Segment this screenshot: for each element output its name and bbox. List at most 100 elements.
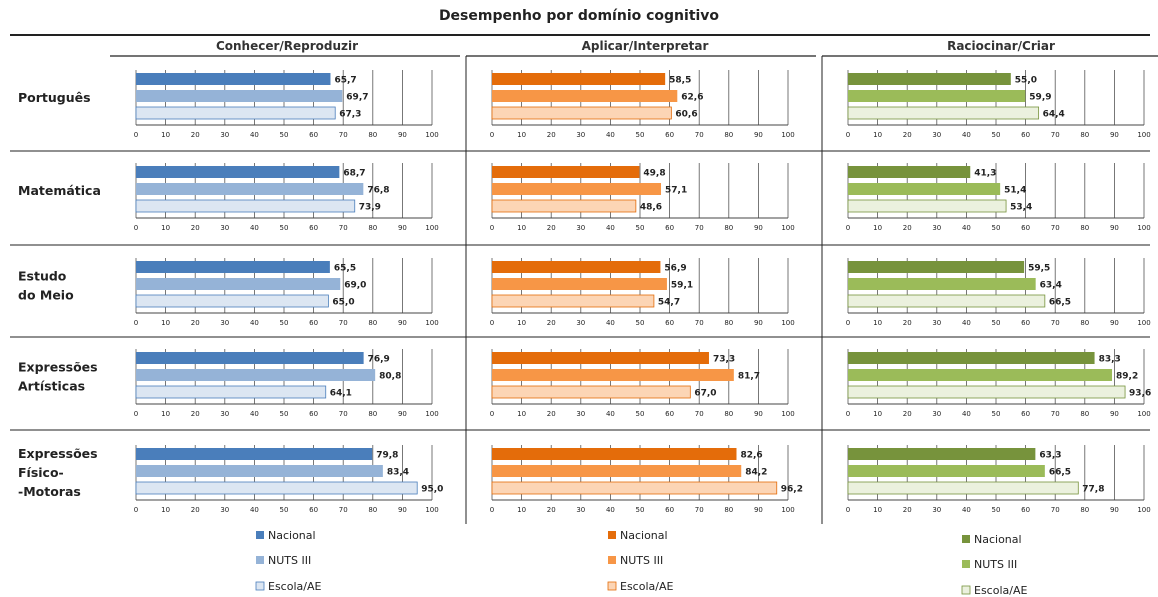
x-tick-label: 60 (309, 224, 318, 232)
x-tick-label: 90 (398, 224, 407, 232)
x-tick-label: 80 (368, 131, 377, 139)
legend-label: NUTS III (268, 554, 311, 567)
data-label: 63,3 (1039, 451, 1061, 461)
row-label: Artísticas (18, 379, 85, 394)
x-tick-label: 0 (134, 506, 138, 514)
x-tick-label: 50 (992, 506, 1001, 514)
bar (136, 465, 383, 477)
x-tick-label: 100 (425, 131, 438, 139)
x-tick-label: 50 (992, 410, 1001, 418)
row-label: Físico- (18, 465, 64, 480)
legend-label: Escola/AE (620, 580, 673, 593)
data-label: 73,3 (713, 355, 735, 365)
data-label: 51,4 (1004, 186, 1026, 196)
x-tick-label: 10 (873, 410, 882, 418)
x-tick-label: 90 (754, 506, 763, 514)
x-tick-label: 60 (309, 506, 318, 514)
x-tick-label: 40 (606, 506, 615, 514)
legend-label: Escola/AE (974, 584, 1027, 597)
x-tick-label: 80 (724, 319, 733, 327)
data-label: 76,8 (367, 186, 389, 196)
column-header: Raciocinar/Criar (947, 39, 1055, 53)
x-tick-label: 60 (665, 506, 674, 514)
legend-swatch (256, 531, 264, 539)
x-tick-label: 70 (1051, 506, 1060, 514)
x-tick-label: 0 (490, 131, 494, 139)
x-tick-label: 40 (962, 506, 971, 514)
legend-swatch (608, 531, 616, 539)
x-tick-label: 30 (220, 506, 229, 514)
x-tick-label: 90 (398, 131, 407, 139)
x-tick-label: 50 (280, 319, 289, 327)
bar (492, 448, 737, 460)
x-tick-label: 60 (309, 410, 318, 418)
bar (848, 166, 971, 178)
x-tick-label: 80 (1080, 131, 1089, 139)
x-tick-label: 40 (962, 319, 971, 327)
data-label: 57,1 (665, 186, 687, 196)
x-tick-label: 90 (754, 319, 763, 327)
x-tick-label: 30 (220, 410, 229, 418)
bar (492, 73, 666, 85)
data-label: 65,7 (334, 76, 356, 86)
data-label: 62,6 (681, 93, 703, 103)
bar (492, 278, 667, 290)
x-tick-label: 20 (191, 506, 200, 514)
legend-label: NUTS III (620, 554, 663, 567)
x-tick-label: 70 (695, 224, 704, 232)
legend-swatch (962, 535, 970, 543)
legend-swatch (256, 556, 264, 564)
legend-swatch (607, 581, 617, 591)
x-tick-label: 10 (517, 224, 526, 232)
x-tick-label: 70 (1051, 131, 1060, 139)
x-tick-label: 0 (490, 224, 494, 232)
x-tick-label: 0 (846, 224, 850, 232)
bar (848, 183, 1001, 195)
bar (136, 261, 330, 273)
data-label: 81,7 (738, 372, 760, 382)
bar (491, 106, 672, 120)
x-tick-label: 30 (576, 319, 585, 327)
x-tick-label: 50 (992, 131, 1001, 139)
x-tick-label: 100 (425, 319, 438, 327)
x-tick-label: 40 (250, 224, 259, 232)
data-label: 41,3 (974, 169, 996, 179)
x-tick-label: 50 (992, 224, 1001, 232)
x-tick-label: 60 (665, 131, 674, 139)
x-tick-label: 50 (280, 131, 289, 139)
x-tick-label: 80 (724, 410, 733, 418)
x-tick-label: 60 (309, 319, 318, 327)
data-label: 67,0 (694, 389, 716, 399)
column-header: Conhecer/Reproduzir (216, 39, 358, 53)
x-tick-label: 20 (191, 131, 200, 139)
bar (135, 481, 418, 495)
data-label: 59,9 (1029, 93, 1051, 103)
x-tick-label: 80 (368, 410, 377, 418)
x-tick-label: 50 (280, 410, 289, 418)
x-tick-label: 100 (781, 410, 794, 418)
x-tick-label: 60 (665, 224, 674, 232)
data-label: 65,5 (334, 264, 356, 274)
data-label: 95,0 (421, 485, 443, 495)
data-label: 67,3 (339, 110, 361, 120)
x-tick-label: 60 (665, 410, 674, 418)
x-tick-label: 20 (903, 224, 912, 232)
x-tick-label: 20 (191, 319, 200, 327)
x-tick-label: 80 (724, 506, 733, 514)
bar (492, 90, 678, 102)
x-tick-label: 50 (636, 506, 645, 514)
x-tick-label: 20 (903, 410, 912, 418)
x-tick-label: 100 (425, 224, 438, 232)
x-tick-label: 90 (1110, 319, 1119, 327)
data-label: 49,8 (643, 169, 665, 179)
x-tick-label: 80 (368, 224, 377, 232)
x-tick-label: 70 (339, 319, 348, 327)
x-tick-label: 10 (517, 410, 526, 418)
x-tick-label: 50 (636, 224, 645, 232)
x-tick-label: 30 (932, 506, 941, 514)
x-tick-label: 100 (1137, 319, 1150, 327)
data-label: 55,0 (1015, 76, 1037, 86)
bar (491, 199, 637, 213)
bar (136, 352, 364, 364)
